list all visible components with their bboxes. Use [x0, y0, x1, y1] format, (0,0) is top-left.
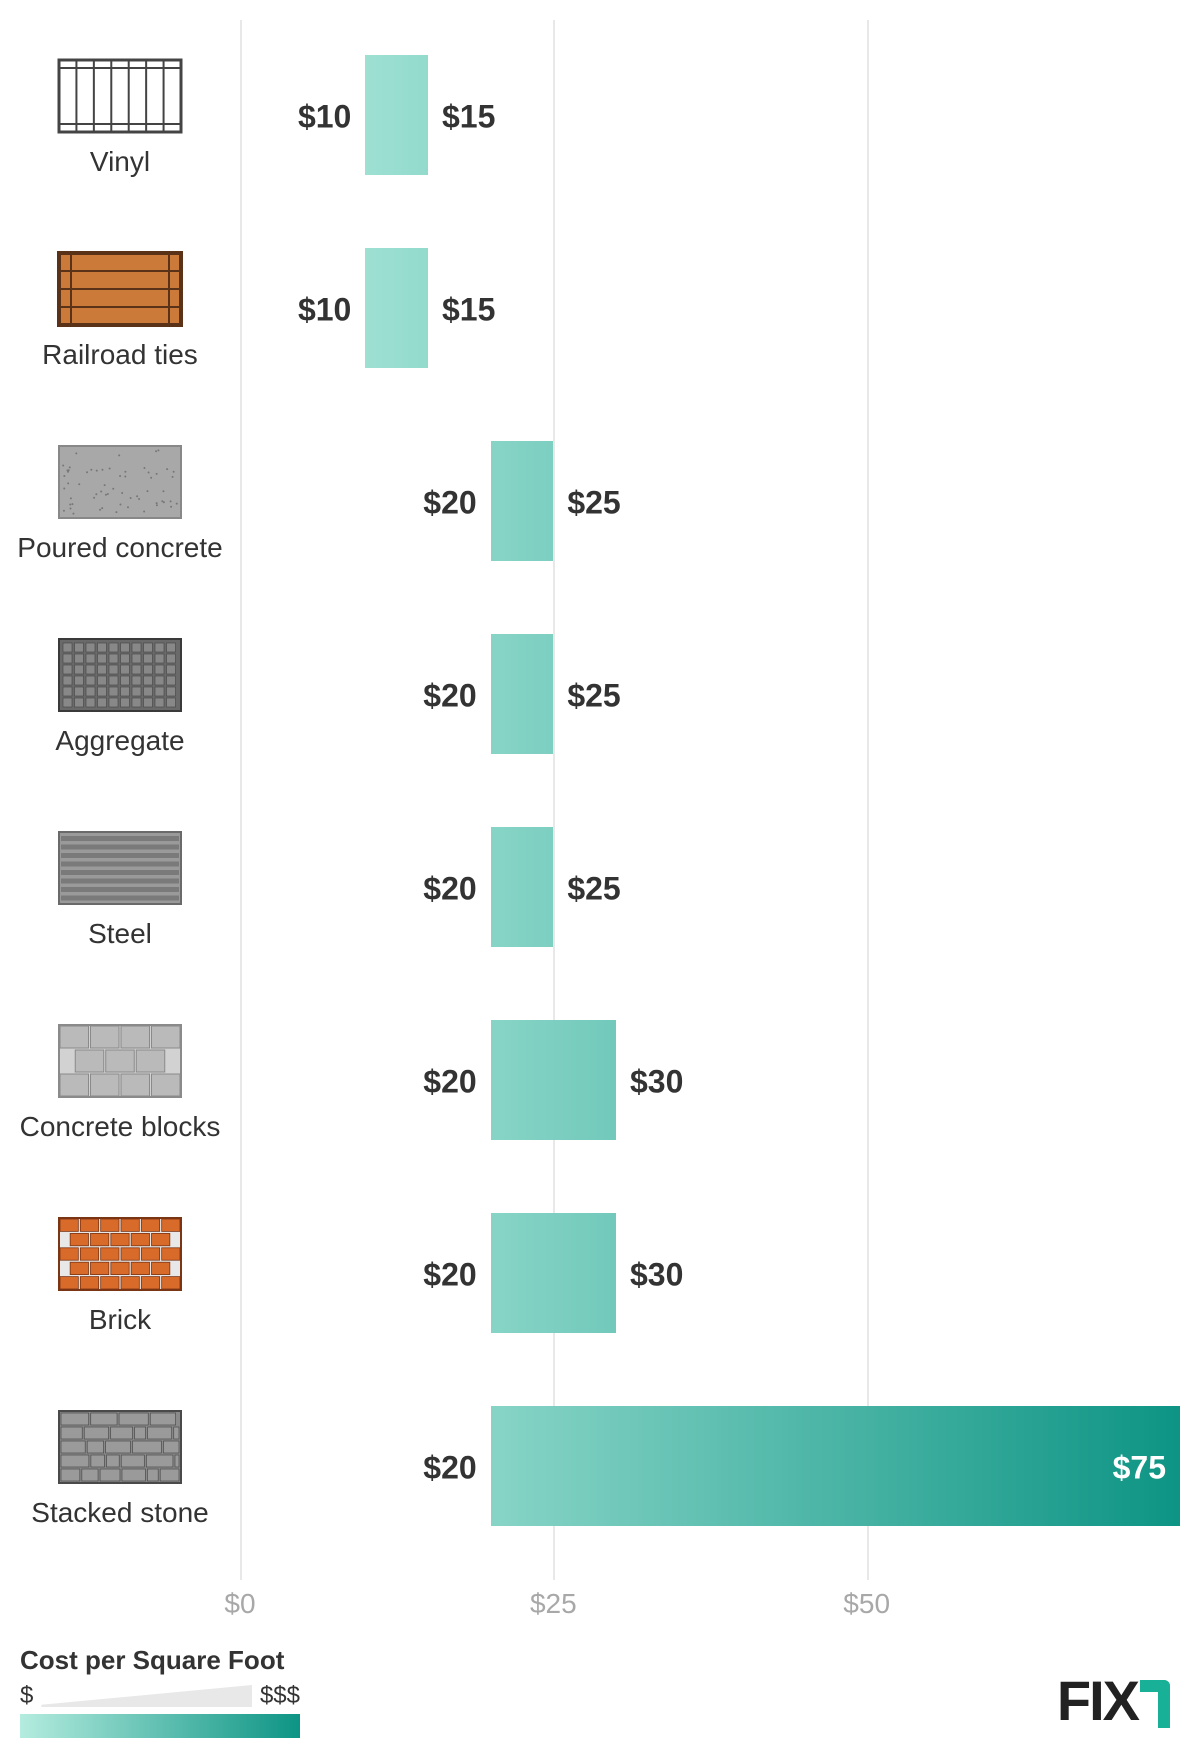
value-high: $30	[630, 1063, 683, 1100]
row-left-col: Railroad ties	[0, 249, 240, 371]
item-label: Brick	[89, 1304, 151, 1336]
row-left-col: Brick	[0, 1214, 240, 1336]
axis-tick-label: $25	[530, 1588, 577, 1620]
bar-wrap: $20 $25	[240, 406, 1180, 599]
range-bar	[491, 1406, 1180, 1526]
range-bar	[491, 441, 554, 561]
item-label: Railroad ties	[42, 339, 198, 371]
brick-icon	[55, 1214, 185, 1294]
bar-wrap: $20 $25	[240, 792, 1180, 985]
row-left-col: Concrete blocks	[0, 1021, 240, 1143]
chart-row: Railroad ties $10 $15	[0, 213, 1180, 406]
chart-row: Steel $20 $25	[0, 792, 1180, 985]
value-low: $20	[423, 484, 476, 521]
row-left-col: Aggregate	[0, 635, 240, 757]
chart-row: Aggregate $20 $25	[0, 599, 1180, 792]
value-high: $75	[1113, 1449, 1166, 1486]
logo-accent-icon	[1140, 1680, 1170, 1728]
range-bar	[491, 634, 554, 754]
value-high: $15	[442, 291, 495, 328]
aggregate-icon	[55, 635, 185, 715]
value-low: $20	[423, 1256, 476, 1293]
item-label: Poured concrete	[17, 532, 222, 564]
row-left-col: Steel	[0, 828, 240, 950]
steel-icon	[55, 828, 185, 908]
axis-tick-label: $0	[224, 1588, 255, 1620]
chart-row: Poured concrete $20 $25	[0, 406, 1180, 599]
value-low: $10	[298, 291, 351, 328]
value-high: $15	[442, 98, 495, 135]
poured-concrete-icon	[55, 442, 185, 522]
value-low: $20	[423, 1449, 476, 1486]
legend: Cost per Square Foot $ $$$	[20, 1645, 300, 1738]
legend-gradient	[20, 1714, 300, 1738]
vinyl-icon	[55, 56, 185, 136]
row-left-col: Stacked stone	[0, 1407, 240, 1529]
value-low: $20	[423, 1063, 476, 1100]
item-label: Aggregate	[55, 725, 184, 757]
item-label: Steel	[88, 918, 152, 950]
item-label: Concrete blocks	[20, 1111, 221, 1143]
range-bar	[491, 1020, 616, 1140]
chart-rows: Vinyl $10 $15 Railroad ties $10 $15 Poured con…	[0, 20, 1180, 1564]
brand-logo: FIX	[1057, 1668, 1170, 1733]
value-low: $20	[423, 870, 476, 907]
axis-tick-label: $50	[843, 1588, 890, 1620]
row-left-col: Poured concrete	[0, 442, 240, 564]
item-label: Vinyl	[90, 146, 150, 178]
range-bar	[365, 55, 428, 175]
bar-wrap: $20 $30	[240, 985, 1180, 1178]
concrete-blocks-icon	[55, 1021, 185, 1101]
value-low: $20	[423, 677, 476, 714]
bar-wrap: $10 $15	[240, 213, 1180, 406]
stacked-stone-icon	[55, 1407, 185, 1487]
value-high: $25	[567, 677, 620, 714]
value-low: $10	[298, 98, 351, 135]
value-high: $25	[567, 484, 620, 521]
bar-wrap: $20 $25	[240, 599, 1180, 792]
legend-high-label: $$$	[260, 1682, 300, 1710]
value-high: $25	[567, 870, 620, 907]
bar-wrap: $20 $30	[240, 1178, 1180, 1371]
bar-wrap: $10 $15	[240, 20, 1180, 213]
legend-title: Cost per Square Foot	[20, 1645, 300, 1676]
value-high: $30	[630, 1256, 683, 1293]
row-left-col: Vinyl	[0, 56, 240, 178]
legend-wedge-icon	[41, 1685, 252, 1707]
chart-row: Brick $20 $30	[0, 1178, 1180, 1371]
chart-row: Vinyl $10 $15	[0, 20, 1180, 213]
bar-wrap: $20 $75	[240, 1371, 1180, 1564]
railroad-icon	[55, 249, 185, 329]
item-label: Stacked stone	[31, 1497, 208, 1529]
logo-text: FIX	[1057, 1668, 1138, 1733]
legend-low-label: $	[20, 1682, 33, 1710]
chart-row: Stacked stone $20 $75	[0, 1371, 1180, 1564]
range-bar	[365, 248, 428, 368]
chart-row: Concrete blocks $20 $30	[0, 985, 1180, 1178]
range-bar	[491, 827, 554, 947]
range-bar	[491, 1213, 616, 1333]
